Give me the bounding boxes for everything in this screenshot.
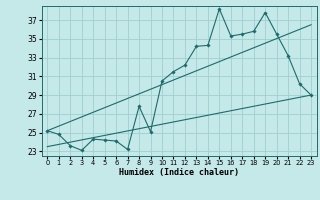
X-axis label: Humidex (Indice chaleur): Humidex (Indice chaleur)	[119, 168, 239, 177]
